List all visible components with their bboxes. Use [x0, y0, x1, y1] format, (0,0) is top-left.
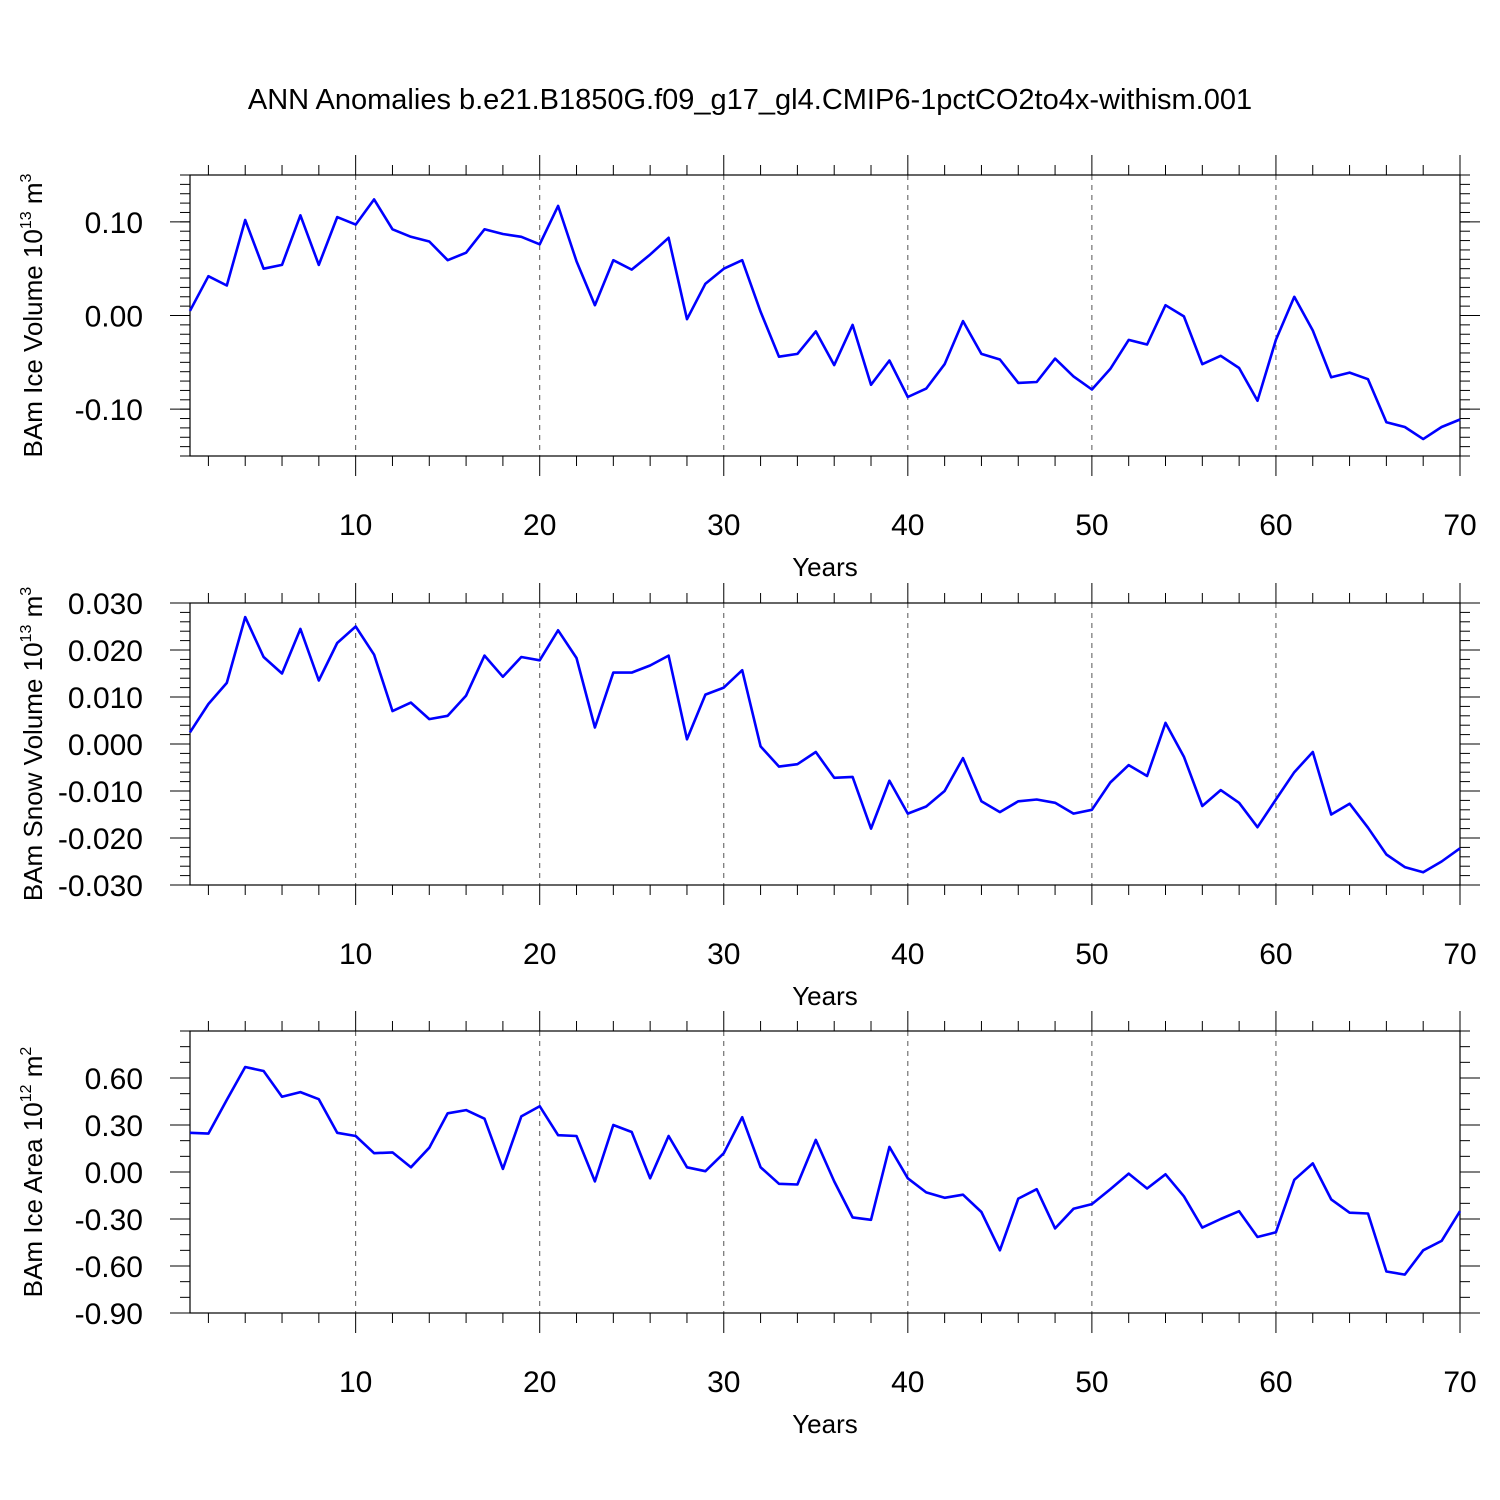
y-tick-label: 0.020	[68, 635, 143, 668]
x-tick-label: 40	[891, 509, 924, 542]
x-tick-label: 10	[339, 509, 372, 542]
y-tick-label: 0.000	[68, 729, 143, 762]
x-axis-label: Years	[792, 981, 858, 1011]
y-tick-label: -0.020	[58, 823, 143, 856]
y-axis-label: BAm Snow Volume 1013 m3	[18, 587, 48, 901]
y-tick-label: 0.010	[68, 682, 143, 715]
y-tick-label: 0.00	[85, 301, 143, 334]
x-axis-label: Years	[792, 1409, 858, 1439]
panel-2: 10 20 30 40 50 60 70 Years 0.030 0.020 0.010 0.000 -…	[18, 583, 1480, 1011]
x-tick-label: 60	[1259, 1366, 1292, 1399]
chart-title: ANN Anomalies b.e21.B1850G.f09_g17_gl4.C…	[247, 84, 1253, 116]
x-tick-label: 50	[1075, 1366, 1108, 1399]
x-tick-label: 70	[1443, 509, 1476, 542]
y-tick-label: -0.030	[58, 870, 143, 903]
y-tick-label: -0.60	[75, 1251, 143, 1284]
x-tick-label: 30	[707, 1366, 740, 1399]
x-tick-label: 60	[1259, 938, 1292, 971]
y-tick-label: -0.10	[75, 394, 143, 427]
y-tick-label: 0.00	[85, 1157, 143, 1190]
panel-1: 10 20 30 40 50 60 70 Years 0.10 0.00 -0.10 BAm Ice …	[18, 155, 1480, 582]
panel-3: 10 20 30 40 50 60 70 Years 0.60 0.30 0.00 -0.30 -0.6…	[18, 1011, 1480, 1439]
plot-frame	[189, 1030, 1461, 1314]
y-axis-label: BAm Ice Area 1012 m2	[18, 1047, 48, 1298]
y-tick-label: 0.30	[85, 1110, 143, 1143]
y-tick-label: 0.60	[85, 1063, 143, 1096]
x-tick-label: 50	[1075, 509, 1108, 542]
plot-frame	[189, 174, 1461, 457]
x-tick-label: 20	[523, 938, 556, 971]
x-tick-label: 70	[1443, 938, 1476, 971]
x-tick-label: 40	[891, 938, 924, 971]
y-tick-label: -0.30	[75, 1204, 143, 1237]
x-tick-label: 30	[707, 509, 740, 542]
x-tick-label: 10	[339, 938, 372, 971]
x-tick-label: 20	[523, 509, 556, 542]
y-tick-label: -0.90	[75, 1298, 143, 1331]
y-axis-label: BAm Ice Volume 1013 m3	[18, 173, 48, 457]
x-tick-label: 40	[891, 1366, 924, 1399]
plot-frame	[189, 602, 1461, 886]
series-line	[189, 1065, 1462, 1276]
y-tick-label: 0.030	[68, 588, 143, 621]
x-axis-label: Years	[792, 552, 858, 582]
y-tick-label: 0.10	[85, 207, 143, 240]
x-tick-label: 70	[1443, 1366, 1476, 1399]
y-tick-label: -0.010	[58, 776, 143, 809]
x-tick-label: 20	[523, 1366, 556, 1399]
x-tick-label: 60	[1259, 509, 1292, 542]
series-line	[188, 198, 1461, 441]
x-tick-label: 10	[339, 1366, 372, 1399]
series-line	[188, 615, 1461, 874]
x-tick-label: 50	[1075, 938, 1108, 971]
x-tick-label: 30	[707, 938, 740, 971]
